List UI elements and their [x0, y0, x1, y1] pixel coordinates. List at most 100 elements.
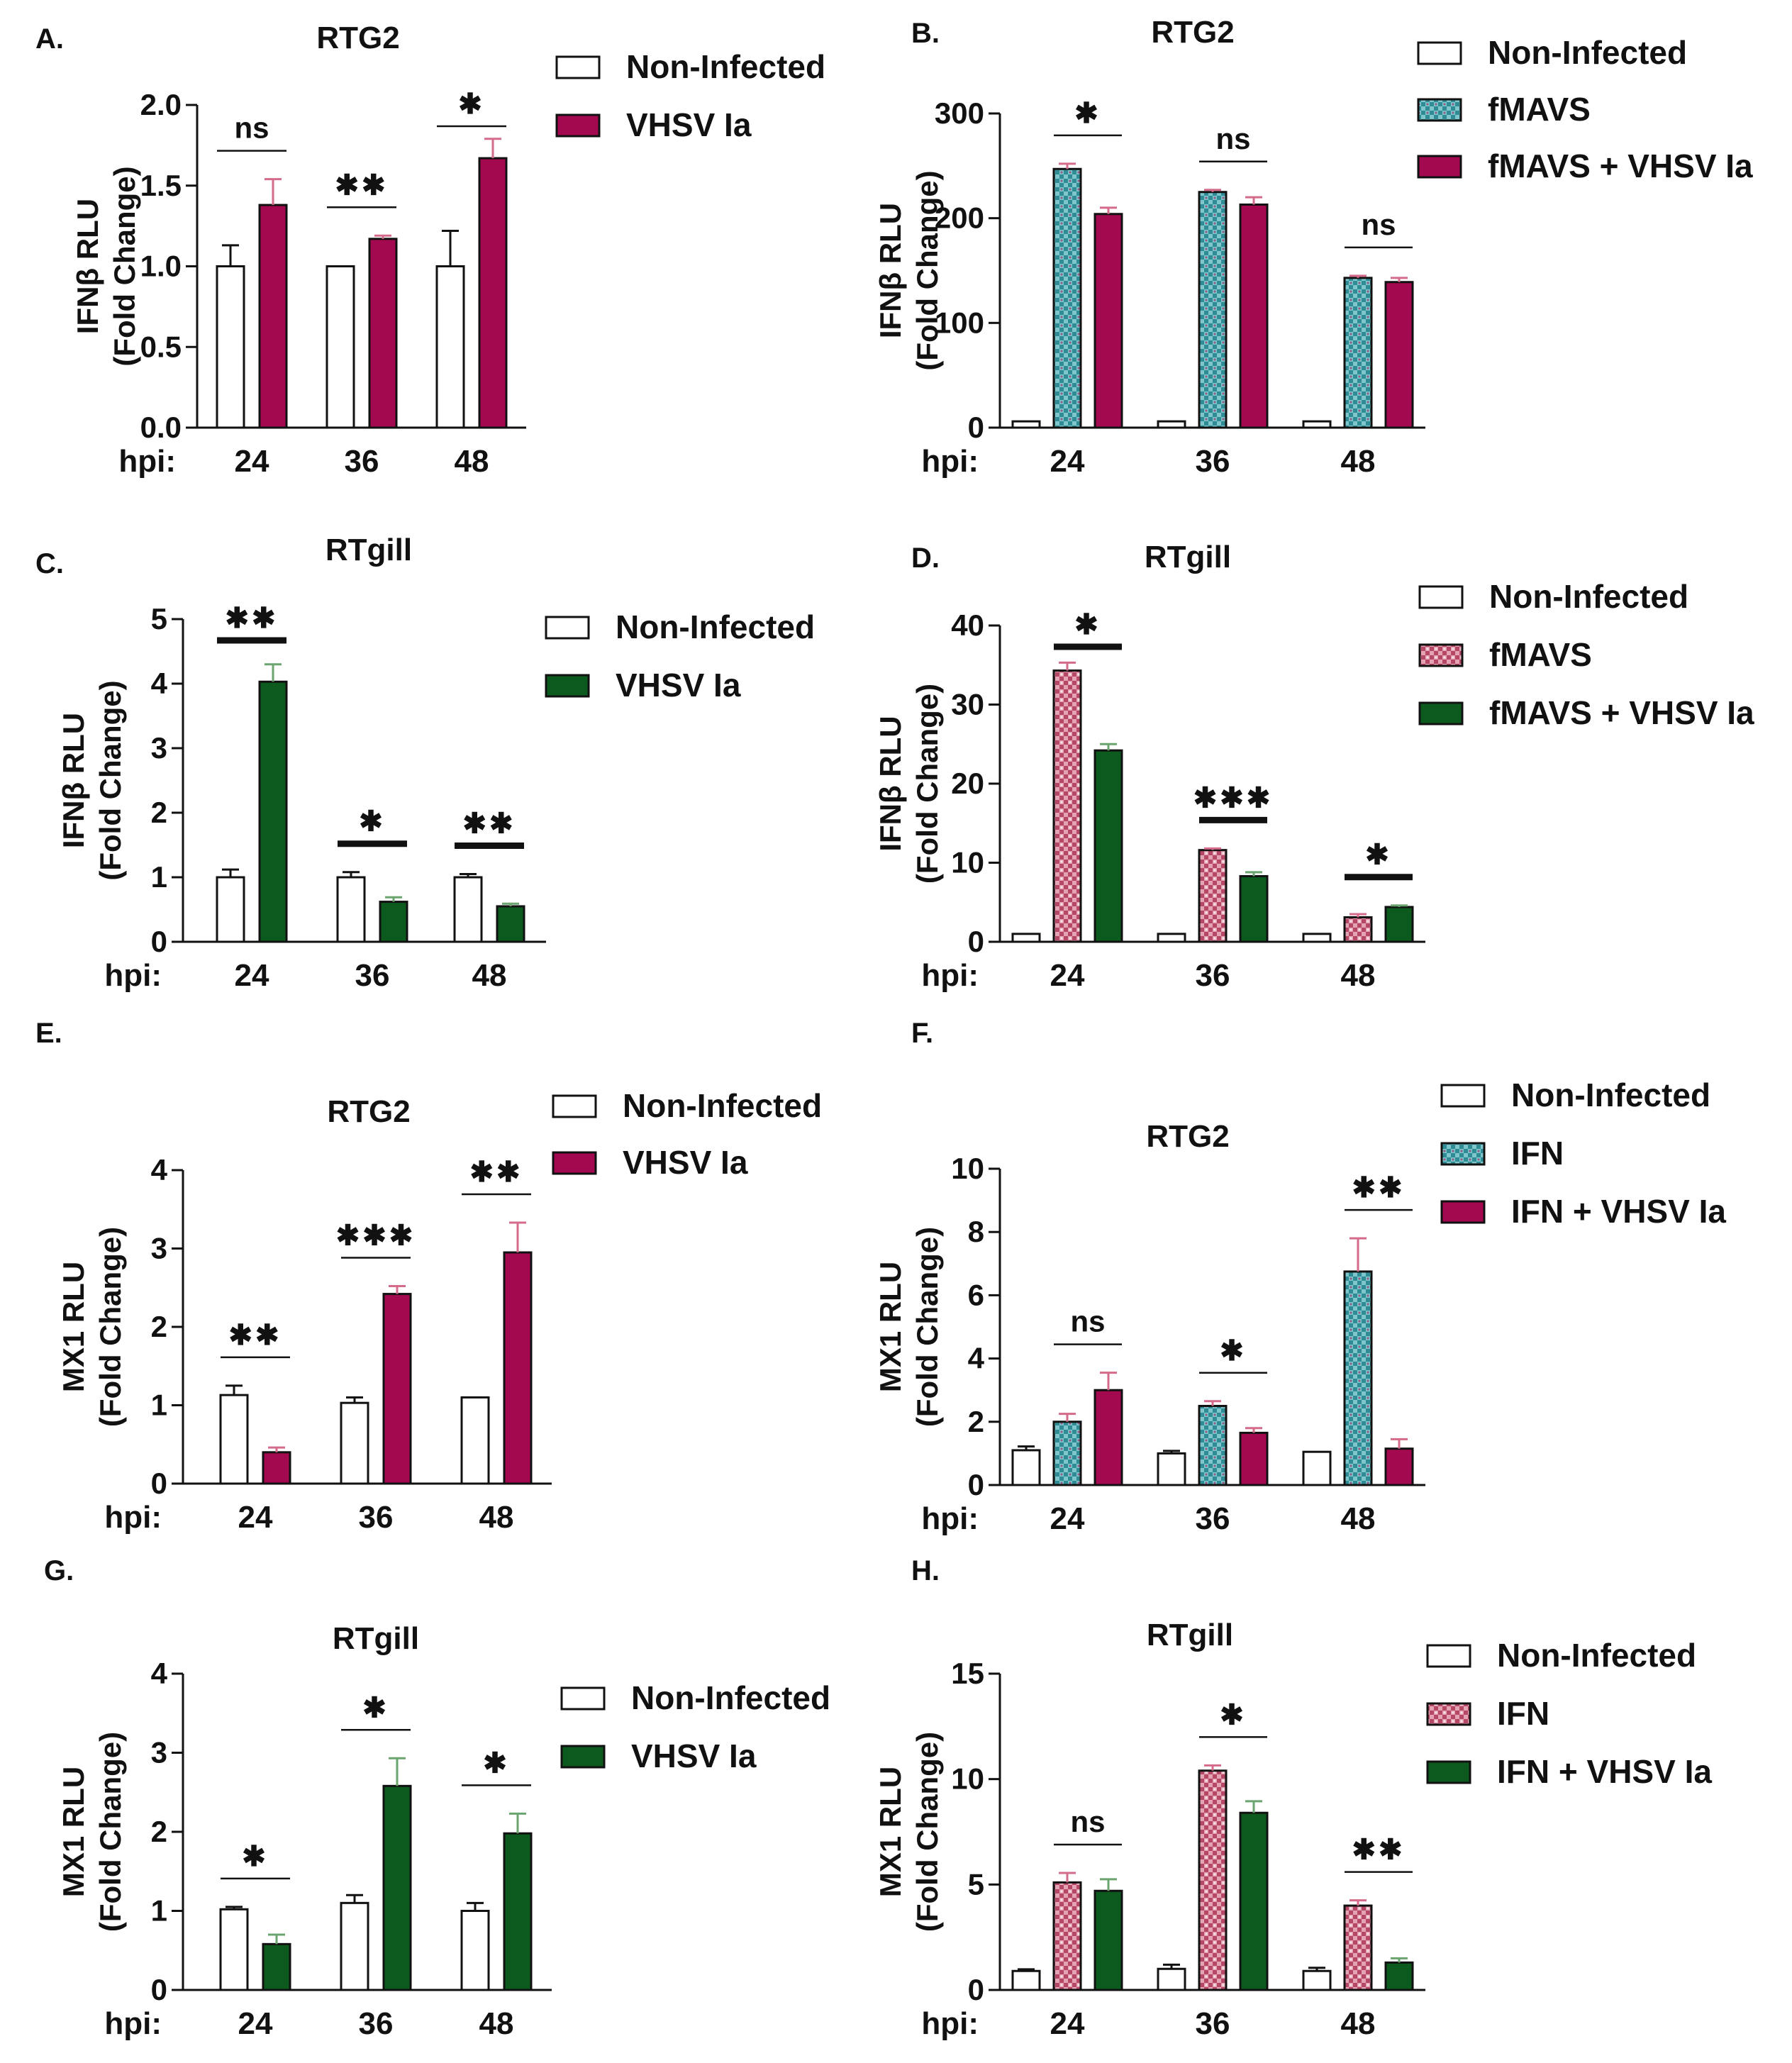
- significance-label: ✱✱: [1352, 1835, 1405, 1866]
- x-axis-prefix: hpi:: [104, 1500, 162, 1535]
- legend-swatch: [1417, 155, 1462, 179]
- legend-label: IFN + VHSV Ia: [1511, 1193, 1726, 1230]
- y-tick-label: 0: [151, 1973, 167, 2006]
- y-tick-label: 0.0: [140, 411, 182, 444]
- x-tick-label: 36: [345, 444, 379, 479]
- y-axis-label: IFNβ RLU (Fold Change): [874, 684, 944, 884]
- legend-label: VHSV Ia: [631, 1737, 757, 1774]
- bar-fmavs-vhsv-ia-24: [1093, 749, 1123, 943]
- y-tick-label: 30: [951, 688, 984, 721]
- bar-fmavs-24: [1052, 669, 1082, 943]
- bar-fmavs-vhsv-ia-24: [1093, 213, 1123, 429]
- bar-non-infected-24: [1011, 1449, 1041, 1486]
- y-tick-label: 1: [151, 860, 167, 894]
- significance-label: ✱✱: [228, 1320, 282, 1351]
- legend-swatch: [1440, 1084, 1486, 1108]
- bar-non-infected-48: [1302, 1450, 1332, 1486]
- panel-d: D. RTgill 0 10 20 30 40 IFNβ RLU (Fold Change) hp…: [874, 540, 1754, 993]
- x-tick-label: 48: [479, 2006, 514, 2041]
- legend-label: IFN + VHSV Ia: [1497, 1753, 1712, 1790]
- y-tick-label: 0: [151, 925, 167, 958]
- legend-swatch: [1418, 643, 1464, 667]
- y-axis-label-line2: (Fold Change): [911, 1227, 944, 1427]
- x-tick-label: 24: [238, 1500, 273, 1535]
- panel-a: A. RTG2 0.0 0.5 1.0 1.5 2.0 IFNβ RLU (Fold Chang…: [35, 21, 825, 479]
- x-axis-prefix: hpi:: [118, 444, 176, 479]
- y-tick-label: 20: [951, 767, 984, 800]
- y-tick-label: 2: [968, 1405, 984, 1438]
- bar-ifn-36: [1198, 1769, 1228, 1991]
- bar-vhsv-ia-48: [478, 157, 508, 429]
- y-tick-label: 0: [151, 1467, 167, 1500]
- bar-non-infected-36: [340, 1401, 369, 1485]
- x-tick-label: 48: [1341, 1501, 1376, 1536]
- legend-label: Non-Infected: [1511, 1077, 1710, 1113]
- legend-swatch: [545, 616, 590, 640]
- y-axis-label: MX1 RLU (Fold Change): [874, 1732, 944, 1932]
- x-tick-label: 48: [472, 958, 507, 993]
- legend-label: VHSV Ia: [626, 106, 752, 143]
- x-tick-label: 24: [1050, 2006, 1085, 2041]
- significance-label: ns: [1070, 1305, 1105, 1338]
- chart-title: RTG2: [316, 21, 399, 55]
- bar-non-infected-24: [219, 1394, 249, 1485]
- x-tick-label: 24: [1050, 958, 1085, 993]
- y-tick-label: 15: [951, 1657, 984, 1690]
- x-tick-label: 36: [355, 958, 390, 993]
- panel-e: E. RTG2 0 1 2 3 4 MX1 RLU (Fold Change) hpi: 24 ✱✱ 3…: [35, 1018, 822, 1535]
- y-tick-label: 200: [935, 201, 984, 235]
- significance-label: ns: [1215, 122, 1250, 155]
- significance-label: ✱: [1074, 609, 1101, 640]
- legend-label: fMAVS + VHSV Ia: [1488, 148, 1753, 184]
- panel-label: F.: [911, 1018, 933, 1049]
- bar-fmavs-36: [1198, 849, 1228, 943]
- bar-non-infected-48: [460, 1910, 490, 1991]
- x-axis-prefix: hpi:: [921, 1501, 979, 1536]
- significance-label: ✱: [1074, 98, 1101, 129]
- x-tick-label: 48: [455, 444, 489, 479]
- panel-label: A.: [35, 23, 64, 55]
- bar-non-infected-24: [216, 876, 245, 943]
- y-axis-label-line2: (Fold Change): [94, 680, 127, 880]
- y-tick-label: 6: [968, 1278, 984, 1311]
- x-tick-label: 48: [1341, 958, 1376, 993]
- bar-vhsv-ia-48: [503, 1832, 533, 1991]
- y-tick-label: 5: [151, 602, 167, 635]
- legend-label: Non-Infected: [1488, 34, 1687, 71]
- chart-title: RTG2: [1146, 1119, 1229, 1154]
- x-axis-prefix: hpi:: [921, 958, 979, 993]
- legend-swatch: [1426, 1702, 1471, 1726]
- legend-swatch: [545, 674, 590, 698]
- y-axis-label-line1: IFNβ RLU: [874, 203, 907, 338]
- bar-ifn-vhsv-ia-48: [1384, 1447, 1414, 1486]
- chart-title: RTG2: [1151, 15, 1234, 50]
- panel-b: B. RTG2 0 100 200 300 IFNβ RLU (Fold Change) hpi…: [874, 15, 1753, 479]
- bar-non-infected-48: [1302, 420, 1332, 429]
- bar-vhsv-ia-48: [503, 1251, 533, 1485]
- y-axis-label-line2: (Fold Change): [911, 1732, 944, 1932]
- y-axis-label-line2: (Fold Change): [911, 684, 944, 884]
- y-tick-label: 2: [151, 1310, 167, 1343]
- legend-swatch: [560, 1745, 606, 1769]
- significance-label: ✱: [359, 806, 386, 838]
- legend-label: fMAVS: [1488, 91, 1591, 128]
- x-tick-label: 24: [1050, 1501, 1085, 1536]
- x-tick-label: 24: [238, 2006, 273, 2041]
- x-tick-label: 36: [1196, 444, 1230, 479]
- panel-g: G. RTgill 0 1 2 3 4 MX1 RLU (Fold Change) hpi: 24 ✱…: [44, 1555, 830, 2041]
- significance-label: ✱✱✱: [336, 1220, 416, 1252]
- bar-ifn-vhsv-ia-48: [1384, 1961, 1414, 1991]
- legend-label: fMAVS: [1489, 636, 1592, 673]
- bar-ifn-vhsv-ia-24: [1093, 1889, 1123, 1991]
- legend-swatch: [560, 1686, 606, 1711]
- bar-fmavs-vhsv-ia-36: [1239, 203, 1269, 429]
- y-axis-label-line2: (Fold Change): [94, 1227, 127, 1427]
- legend-swatch: [555, 113, 601, 138]
- panel-label: G.: [44, 1555, 74, 1586]
- y-axis-label-line2: (Fold Change): [94, 1732, 127, 1932]
- bar-fmavs-48: [1343, 277, 1373, 429]
- legend-swatch: [555, 55, 601, 79]
- x-tick-label: 24: [235, 958, 269, 993]
- panel-label: E.: [35, 1018, 62, 1049]
